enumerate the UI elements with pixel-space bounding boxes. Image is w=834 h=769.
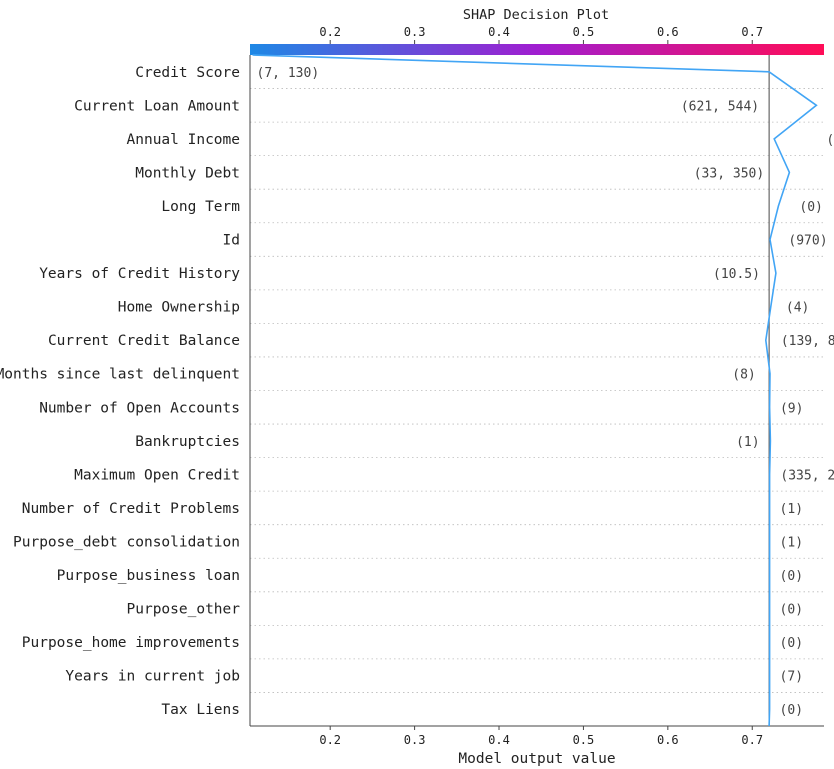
feature-label: Monthly Debt [135,165,240,181]
bottom-tick-label: 0.6 [657,733,679,747]
chart-title: SHAP Decision Plot [463,7,609,23]
bottom-tick-label: 0.2 [319,733,341,747]
feature-value-label: (33, 350) [694,166,764,181]
feature-value-label: (621, 544) [681,99,759,114]
feature-label: Months since last delinquent [0,367,240,383]
feature-label: Tax Liens [161,702,240,718]
top-tick-label: 0.6 [657,25,679,39]
feature-value-label: (2, 396, 375) [826,133,834,148]
row-gridlines [250,88,824,727]
colorbar [250,44,824,55]
feature-label: Current Loan Amount [74,98,240,114]
feature-value-label: (4) [786,301,809,316]
feature-label: Number of Credit Problems [22,501,240,517]
bottom-tick-label: 0.4 [488,733,510,747]
bottom-tick-label: 0.3 [404,733,426,747]
feature-label: Long Term [161,199,240,215]
feature-value-label: (0) [780,569,803,584]
feature-labels: Credit Score Current Loan Amount Annual In… [0,65,240,718]
feature-value-label: (970) [788,234,827,249]
feature-value-label: (0) [780,603,803,618]
feature-value-label: (7, 130) [257,66,320,81]
feature-value-label: (1) [780,502,803,517]
feature-value-label: (139, 859) [781,334,834,349]
feature-label: Home Ownership [118,300,240,316]
bottom-axis: 0.2 0.3 0.4 0.5 0.6 0.7 [319,726,763,747]
feature-label: Years of Credit History [39,266,240,282]
feature-value-label: (7) [780,670,803,685]
feature-label: Id [223,233,240,249]
feature-label: Years in current job [65,669,240,685]
feature-label: Purpose_business loan [57,568,240,584]
feature-value-label: (1) [780,535,803,550]
feature-label: Maximum Open Credit [74,467,240,483]
top-tick-label: 0.5 [573,25,595,39]
top-tick-label: 0.7 [741,25,763,39]
feature-label: Number of Open Accounts [39,400,240,416]
feature-value-labels: (7, 130) (621, 544) (2, 396, 375) (33, 350)… [257,66,834,718]
feature-value-label: (0) [799,200,822,215]
feature-value-label: (1) [736,435,759,450]
feature-value-label: (9) [780,401,803,416]
feature-label: Purpose_other [127,602,241,618]
feature-label: Annual Income [127,132,241,148]
decision-path-line [252,54,818,727]
feature-label: Bankruptcies [135,434,240,450]
feature-label: Current Credit Balance [48,333,240,349]
feature-value-label: (0) [780,636,803,651]
feature-label: Purpose_home improvements [22,635,240,651]
feature-label: Purpose_debt consolidation [13,534,240,550]
top-tick-label: 0.2 [319,25,341,39]
feature-value-label: (0) [780,703,803,718]
feature-value-label: (335, 280) [780,468,834,483]
feature-value-label: (10.5) [713,267,760,282]
top-axis: 0.2 0.3 0.4 0.5 0.6 0.7 [319,25,763,44]
feature-label: Credit Score [135,65,240,81]
feature-value-label: (8) [732,368,755,383]
top-tick-label: 0.4 [488,25,510,39]
x-axis-label: Model output value [458,751,615,767]
bottom-tick-label: 0.5 [573,733,595,747]
top-tick-label: 0.3 [404,25,426,39]
bottom-tick-label: 0.7 [741,733,763,747]
